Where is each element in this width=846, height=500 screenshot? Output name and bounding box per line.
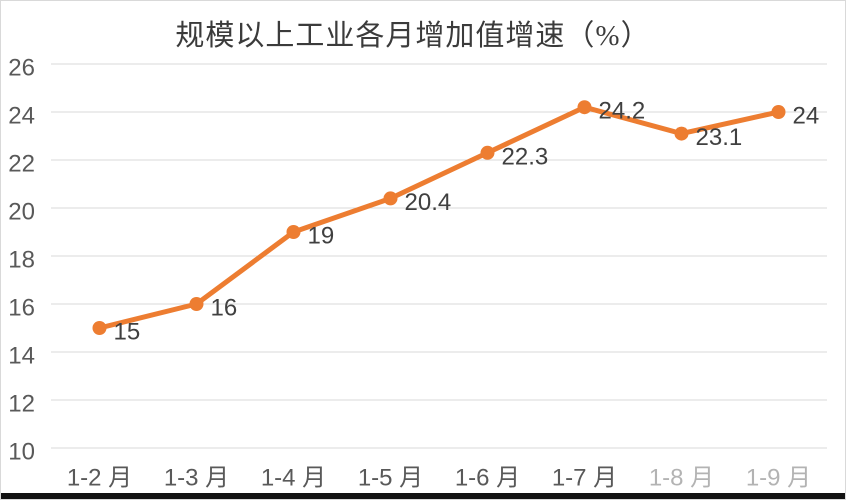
data-point-marker	[577, 100, 592, 115]
x-axis-label: 1-4 月	[261, 465, 326, 492]
y-tick-label: 20	[8, 199, 35, 226]
data-point-label: 15	[114, 319, 141, 346]
data-point-marker	[189, 297, 204, 311]
series-line	[97, 104, 781, 331]
bottom-edge-bar	[1, 493, 845, 499]
y-tick-label: 26	[8, 55, 35, 82]
y-tick-label: 12	[8, 391, 35, 418]
x-axis-label: 1-2 月	[67, 465, 132, 492]
y-tick-label: 18	[8, 247, 35, 274]
data-point-marker	[674, 126, 689, 141]
data-point-label: 20.4	[405, 189, 452, 216]
x-axis-label: 1-6 月	[455, 465, 520, 492]
data-point-label: 16	[211, 295, 238, 322]
y-tick-label: 14	[8, 343, 35, 370]
data-point-marker	[771, 105, 786, 119]
data-point-label: 24	[793, 103, 820, 130]
data-point-label: 24.2	[599, 98, 646, 125]
data-point-label: 19	[308, 223, 335, 250]
x-axis-label: 1-8 月	[649, 465, 714, 492]
data-point-marker	[286, 225, 301, 239]
chart-title: 规模以上工业各月增加值增速（%）	[175, 20, 651, 52]
x-axis-label: 1-3 月	[164, 465, 229, 492]
x-axis-label: 1-5 月	[358, 465, 423, 492]
y-tick-label: 22	[8, 151, 35, 178]
data-point-label: 23.1	[696, 124, 743, 151]
data-point-marker	[480, 145, 495, 160]
data-point-label: 22.3	[502, 143, 549, 170]
x-axis-label: 1-7 月	[552, 465, 617, 492]
data-point-marker	[92, 321, 107, 335]
x-axis-label: 1-9 月	[746, 465, 811, 492]
y-tick-label: 10	[8, 439, 35, 466]
y-tick-label: 24	[8, 103, 35, 130]
y-tick-label: 16	[8, 295, 35, 322]
data-point-marker	[383, 191, 398, 206]
